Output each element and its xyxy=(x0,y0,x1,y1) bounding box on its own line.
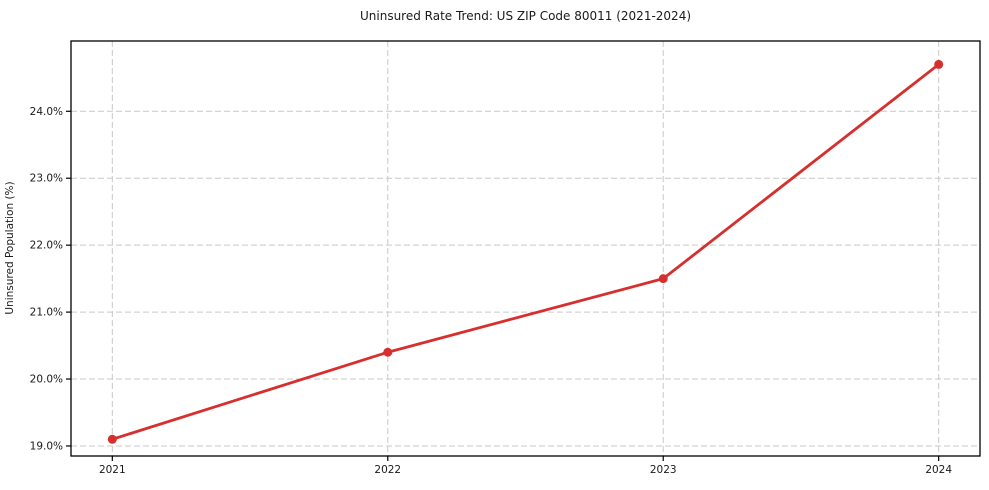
axes-border xyxy=(70,40,981,457)
chart-title: Uninsured Rate Trend: US ZIP Code 80011 … xyxy=(359,9,692,23)
y-tick-label: 23.0% xyxy=(30,173,63,185)
y-tick-label: 21.0% xyxy=(30,307,63,319)
data-point-marker-2021 xyxy=(107,434,117,444)
data-point-marker-2022 xyxy=(383,347,393,357)
data-point-marker-2024 xyxy=(934,59,944,69)
data-point-marker-2023 xyxy=(658,274,668,284)
y-tick-label: 24.0% xyxy=(30,106,63,118)
y-tick-label: 22.0% xyxy=(30,240,63,252)
x-tick-label: 2023 xyxy=(650,464,677,476)
trend-line xyxy=(110,63,941,441)
x-tick-label: 2024 xyxy=(925,464,952,476)
y-tick-label: 20.0% xyxy=(30,374,63,386)
y-tick-label: 19.0% xyxy=(30,440,63,452)
x-tick-label: 2022 xyxy=(374,464,401,476)
x-tick-label: 2021 xyxy=(99,464,126,476)
